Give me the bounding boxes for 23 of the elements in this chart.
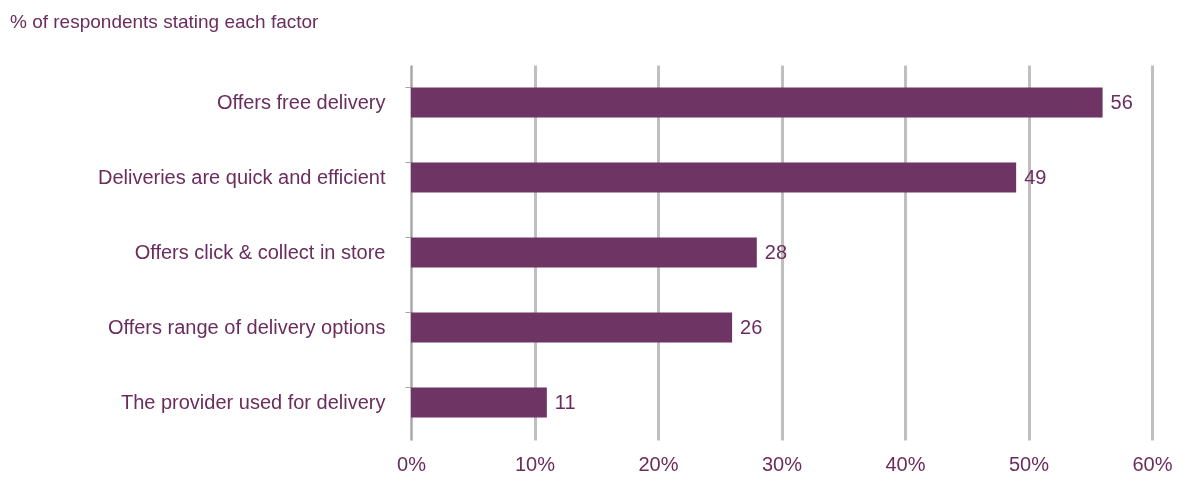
y-tick-label: Offers range of delivery options xyxy=(107,315,386,338)
data-label: 49 xyxy=(1024,165,1047,188)
x-tick-label: 0% xyxy=(397,452,427,475)
bar xyxy=(411,162,1017,193)
bar xyxy=(411,87,1103,118)
bar xyxy=(411,237,757,268)
text: % of respondents stating each factor xyxy=(10,11,320,32)
bar xyxy=(411,387,547,418)
bar xyxy=(411,312,733,343)
data-label: 56 xyxy=(1110,90,1133,113)
y-tick-label: Deliveries are quick and efficient xyxy=(97,165,386,188)
x-tick-label: 20% xyxy=(638,452,679,475)
y-tick-label: Offers click & collect in store xyxy=(134,240,386,263)
data-label: 28 xyxy=(764,240,788,263)
x-tick-label: 40% xyxy=(885,452,926,475)
x-tick-label: 60% xyxy=(1132,452,1173,475)
data-label: 11 xyxy=(554,390,576,413)
x-tick-label: 10% xyxy=(514,452,556,475)
x-tick-label: 50% xyxy=(1008,452,1050,475)
data-label: 26 xyxy=(740,315,763,338)
x-tick-label: 30% xyxy=(761,452,803,475)
y-tick-label: The provider used for delivery xyxy=(120,390,386,413)
y-tick-label: Offers free delivery xyxy=(216,90,386,113)
